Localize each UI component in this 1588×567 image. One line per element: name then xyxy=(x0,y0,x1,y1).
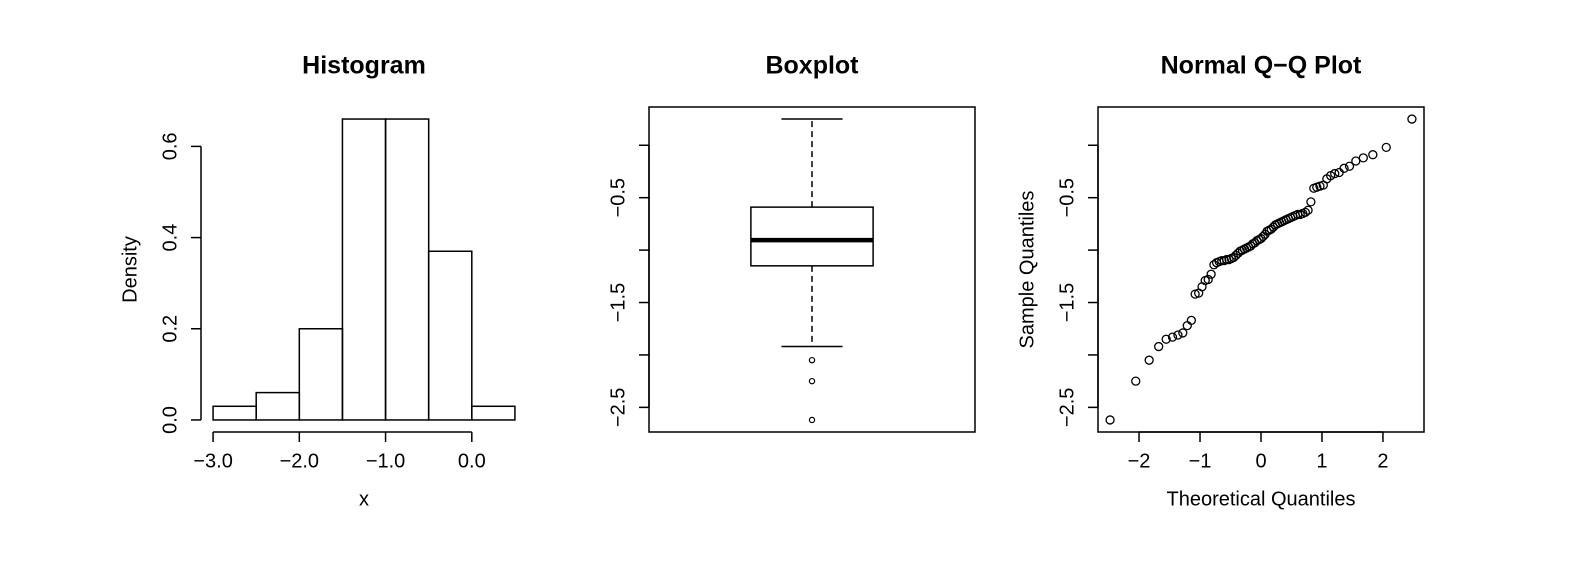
x-tick-label: −2.0 xyxy=(280,450,319,472)
point xyxy=(1144,355,1154,365)
y-tick-label: 0.6 xyxy=(159,132,181,160)
histogram-bar xyxy=(212,405,257,421)
point xyxy=(1351,156,1361,166)
plot-frame xyxy=(1097,106,1425,433)
x-axis-label: Theoretical Quantiles xyxy=(1167,488,1356,510)
point xyxy=(1161,334,1171,344)
point xyxy=(1186,315,1197,325)
point xyxy=(1303,205,1313,215)
box xyxy=(750,206,874,267)
point xyxy=(1105,415,1115,425)
chart-title: Normal Q−Q Plot xyxy=(1161,52,1362,80)
point xyxy=(1330,168,1340,179)
point xyxy=(1209,260,1219,270)
point xyxy=(1407,114,1417,124)
y-tick-label: −2.5 xyxy=(607,388,629,427)
y-tick-label: −0.5 xyxy=(1056,178,1078,217)
x-tick-label: 2 xyxy=(1377,450,1388,472)
outlier xyxy=(808,356,816,364)
point xyxy=(1368,150,1378,160)
y-tick-label: −1.5 xyxy=(607,283,629,322)
x-tick-label: −2 xyxy=(1128,450,1151,472)
point xyxy=(1178,328,1188,338)
x-tick-label: 0 xyxy=(1255,450,1266,472)
point xyxy=(1182,320,1192,331)
y-axis-label: Density xyxy=(119,236,141,303)
x-axis-label: x xyxy=(359,488,369,510)
point xyxy=(1306,197,1316,207)
x-tick-label: −3.0 xyxy=(193,450,232,472)
point xyxy=(1300,207,1311,218)
y-tick-label: −2.5 xyxy=(1056,388,1078,427)
chart-title: Histogram xyxy=(302,52,426,80)
y-tick-label: 0.4 xyxy=(159,224,181,252)
outlier xyxy=(808,416,816,424)
point xyxy=(1173,330,1183,340)
point xyxy=(1358,153,1368,163)
point xyxy=(1131,376,1141,386)
x-tick-label: −1.0 xyxy=(366,450,405,472)
x-tick-label: −1 xyxy=(1189,450,1212,472)
point xyxy=(1203,274,1213,285)
histogram-bar xyxy=(298,328,344,421)
histogram-bar xyxy=(471,405,516,421)
point xyxy=(1154,341,1164,352)
histogram-bar xyxy=(341,118,387,421)
y-tick-label: 0.0 xyxy=(159,406,181,434)
point xyxy=(1339,163,1349,173)
histogram-bar xyxy=(255,391,301,421)
y-tick-label: −1.5 xyxy=(1056,283,1078,322)
y-tick-label: −0.5 xyxy=(607,178,629,217)
x-tick-label: 1 xyxy=(1316,450,1327,472)
chart-title: Boxplot xyxy=(765,52,859,80)
point xyxy=(1344,161,1355,171)
histogram-bar xyxy=(427,250,473,421)
point xyxy=(1206,269,1216,279)
outlier xyxy=(808,377,816,385)
y-axis-label: Sample Quantiles xyxy=(1016,191,1038,349)
x-tick-label: 0.0 xyxy=(458,450,486,472)
y-tick-label: 0.2 xyxy=(159,315,181,343)
point xyxy=(1381,142,1391,153)
point xyxy=(1167,332,1178,342)
histogram-bar xyxy=(384,118,430,421)
